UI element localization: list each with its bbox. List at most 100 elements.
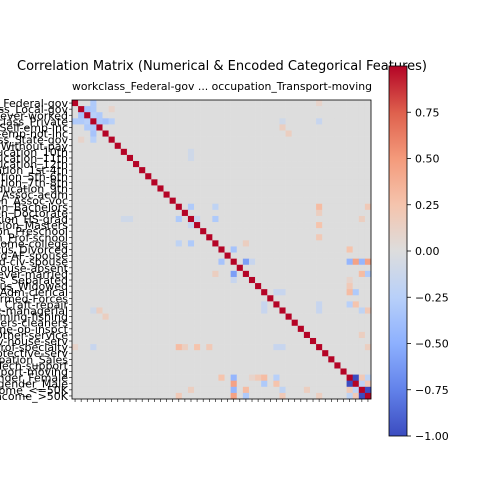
heatmap-cell [279,344,286,351]
heatmap-cell [206,142,213,150]
heatmap-cell [352,179,360,186]
heatmap-cell [108,106,116,113]
heatmap-cell [328,106,335,113]
heatmap-cell [139,386,146,394]
heatmap-cell [303,185,311,192]
heatmap-cell [163,136,170,144]
heatmap-cell [133,215,140,223]
heatmap-cell [169,130,177,137]
heatmap-cell [364,167,372,174]
heatmap-cell [255,148,262,156]
heatmap-cell [322,234,329,241]
heatmap-cell [236,228,244,235]
heatmap-cell [297,344,305,351]
heatmap-cell [316,350,323,357]
heatmap-cell [96,289,103,296]
heatmap-cell [218,276,225,284]
heatmap-cell [340,380,347,388]
heatmap-cell [120,252,128,259]
heatmap-cell [90,313,97,320]
heatmap-cell [114,368,122,375]
heatmap-cell [163,380,170,388]
heatmap-cell [145,222,152,229]
heatmap-cell [334,191,341,198]
heatmap-cell [90,337,97,345]
heatmap-cell [242,118,250,125]
heatmap-cell [200,380,207,388]
colorbar-tick-label: 0.75 [415,106,440,119]
heatmap-cell [273,356,280,363]
heatmap-cell [72,179,79,186]
heatmap-cell [334,325,341,333]
heatmap-cell [316,283,323,290]
heatmap-cell [90,252,97,259]
heatmap-cell [175,100,183,107]
heatmap-cell [206,209,213,217]
heatmap-cell [352,356,360,363]
heatmap-cell [145,130,152,137]
heatmap-cell [139,173,146,180]
heatmap-cell [163,106,170,113]
heatmap-cell [157,142,164,150]
heatmap-cell [358,368,366,375]
heatmap-cell [236,161,244,168]
heatmap-cell [224,209,231,217]
heatmap-cell [364,209,372,217]
heatmap-cell [145,350,152,357]
heatmap-cell [206,173,213,180]
heatmap-cell [352,252,360,259]
heatmap-cell [261,100,268,107]
heatmap-cell [346,179,353,186]
heatmap-cell [297,301,305,308]
heatmap-cell [120,124,128,131]
heatmap-cell [340,136,347,144]
heatmap-cell [175,270,183,278]
heatmap-cell [102,228,109,235]
heatmap-cell [175,142,183,150]
heatmap-cell [279,191,286,198]
heatmap-cell [194,148,201,156]
heatmap-cell [194,350,201,357]
heatmap-cell [120,142,128,150]
heatmap-cell [169,331,177,339]
heatmap-cell [145,337,152,345]
heatmap-cell [206,368,213,375]
heatmap-cell [169,124,177,131]
heatmap-cell [218,264,225,272]
heatmap-cell [297,215,305,223]
heatmap-cell [181,362,189,369]
heatmap-cell [96,380,103,388]
heatmap-cell [169,374,177,381]
heatmap-cell [316,118,323,125]
heatmap-cell [151,374,158,381]
heatmap-cell [340,307,347,314]
heatmap-cell [224,252,231,259]
heatmap-cell [303,356,311,363]
heatmap-cell [181,222,189,229]
heatmap-cell [139,240,146,247]
heatmap-cell [291,234,299,241]
heatmap-cell [175,374,183,381]
heatmap-cell [236,240,244,247]
heatmap-cell [78,222,85,229]
heatmap-cell [200,118,207,125]
heatmap-cell [248,283,256,290]
heatmap-cell [358,136,366,144]
heatmap-cell [90,368,97,375]
heatmap-cell [96,148,103,156]
y-tick-label: education_Assoc-acdm [0,189,68,202]
heatmap-cell [157,295,164,302]
heatmap-cell [267,148,274,156]
heatmap-cell [206,148,213,156]
heatmap-cell [151,161,158,168]
heatmap-cell [352,161,360,168]
heatmap-cell [352,197,360,205]
heatmap-cell [322,319,329,327]
heatmap-cell [364,148,372,156]
heatmap-cell [96,161,103,168]
heatmap-cell [242,185,250,192]
heatmap-cell [114,209,122,217]
y-tick-label: occupation_Armed-Forces [0,292,68,305]
heatmap-cell [181,325,189,333]
heatmap-cell [145,252,152,259]
